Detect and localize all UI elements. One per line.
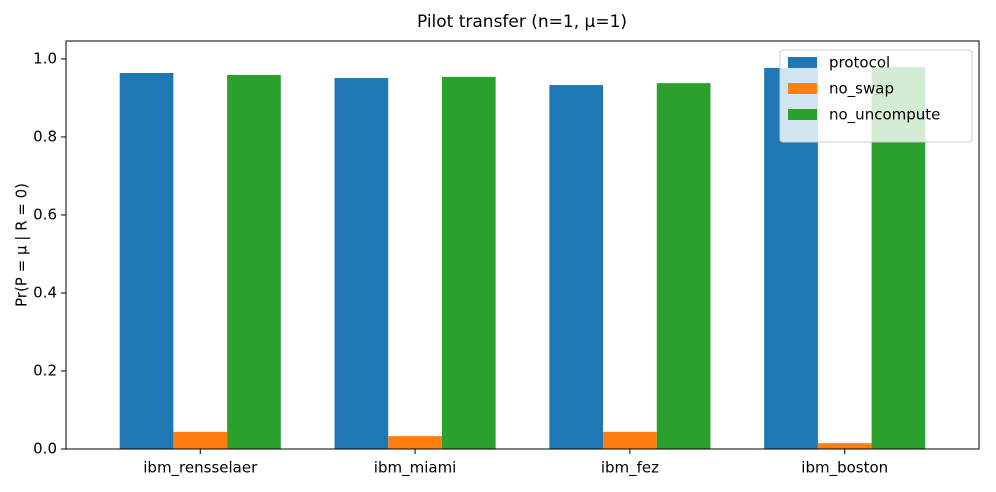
legend-swatch (788, 57, 817, 68)
x-tick-label: ibm_miami (374, 459, 457, 478)
bar (817, 443, 872, 449)
bar (119, 72, 174, 449)
bar (441, 76, 496, 449)
legend-label: no_swap (829, 80, 894, 99)
plot-frame (65, 40, 980, 450)
bar (173, 431, 228, 449)
legend-label: protocol (829, 54, 890, 72)
bar (656, 83, 711, 450)
y-tick-label: 0.4 (33, 283, 57, 301)
bar (334, 78, 389, 449)
x-tick-label: ibm_rensselaer (143, 459, 258, 478)
legend-swatch (788, 109, 817, 120)
x-tick-label: ibm_fez (601, 459, 659, 478)
legend-box (779, 49, 973, 143)
y-tick-label: 0.2 (33, 361, 57, 379)
bar (388, 436, 442, 449)
bar (549, 85, 604, 450)
legend-label: no_uncompute (829, 106, 940, 125)
y-tick-label: 0.0 (33, 440, 57, 458)
chart-title: Pilot transfer (n=1, μ=1) (417, 12, 627, 32)
y-tick-label: 0.6 (33, 205, 57, 223)
bar (227, 74, 281, 449)
y-tick-label: 1.0 (33, 49, 57, 67)
x-tick-label: ibm_boston (801, 459, 888, 478)
legend-swatch (788, 83, 817, 94)
y-tick-label: 0.8 (33, 127, 57, 145)
bar (603, 431, 657, 449)
y-axis-label: Pr(P = μ | R = 0) (13, 183, 31, 307)
